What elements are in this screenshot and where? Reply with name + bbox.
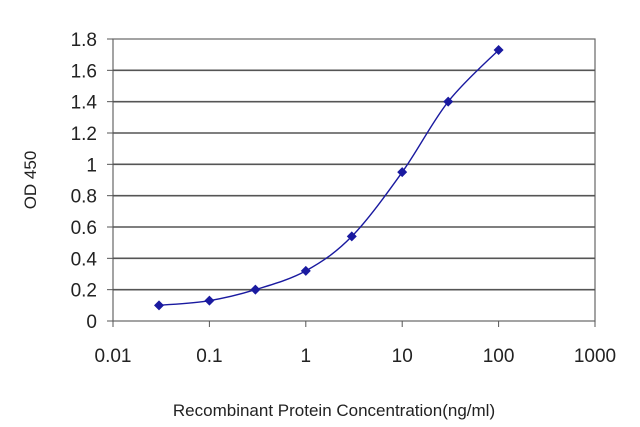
- y-axis: 0 0.2 0.4 0.6 0.8 1 1.2 1.4 1.6 1.8: [71, 30, 113, 333]
- y-tick-label-0: 0: [86, 312, 97, 333]
- x-axis: 0.01 0.1 1 10 100 1000: [95, 321, 616, 367]
- series-line: [158, 49, 500, 307]
- x-tick-label-4: 100: [483, 346, 515, 367]
- x-tick-label-3: 10: [392, 346, 413, 367]
- x-tick-label-1: 0.1: [196, 346, 222, 367]
- x-tick-label-2: 1: [301, 346, 312, 367]
- y-tick-label-8: 1.6: [71, 61, 97, 82]
- data-point-5: [397, 167, 408, 178]
- y-tick-label-2: 0.4: [71, 249, 98, 270]
- x-axis-title: Recombinant Protein Concentration(ng/ml): [173, 401, 495, 420]
- y-axis-title: OD 450: [21, 151, 40, 210]
- x-tick-label-5: 1000: [574, 346, 616, 367]
- y-tick-label-3: 0.6: [71, 218, 97, 239]
- y-tick-label-1: 0.2: [71, 281, 97, 302]
- y-tick-label-9: 1.8: [71, 30, 97, 51]
- x-tick-label-0: 0.01: [95, 346, 132, 367]
- y-tick-label-6: 1.2: [71, 124, 97, 145]
- data-point-0: [153, 300, 164, 311]
- data-point-7: [493, 44, 504, 55]
- data-point-2: [250, 284, 261, 295]
- data-points: [153, 44, 504, 311]
- plot-area: [112, 38, 596, 322]
- y-tick-label-4: 0.8: [71, 187, 97, 208]
- y-tick-label-7: 1.4: [71, 93, 98, 114]
- y-tick-label-5: 1: [86, 155, 97, 176]
- data-point-3: [300, 265, 311, 276]
- data-point-6: [443, 96, 454, 107]
- data-point-1: [204, 295, 215, 306]
- data-point-4: [346, 231, 357, 242]
- grid-lines: [113, 69, 595, 291]
